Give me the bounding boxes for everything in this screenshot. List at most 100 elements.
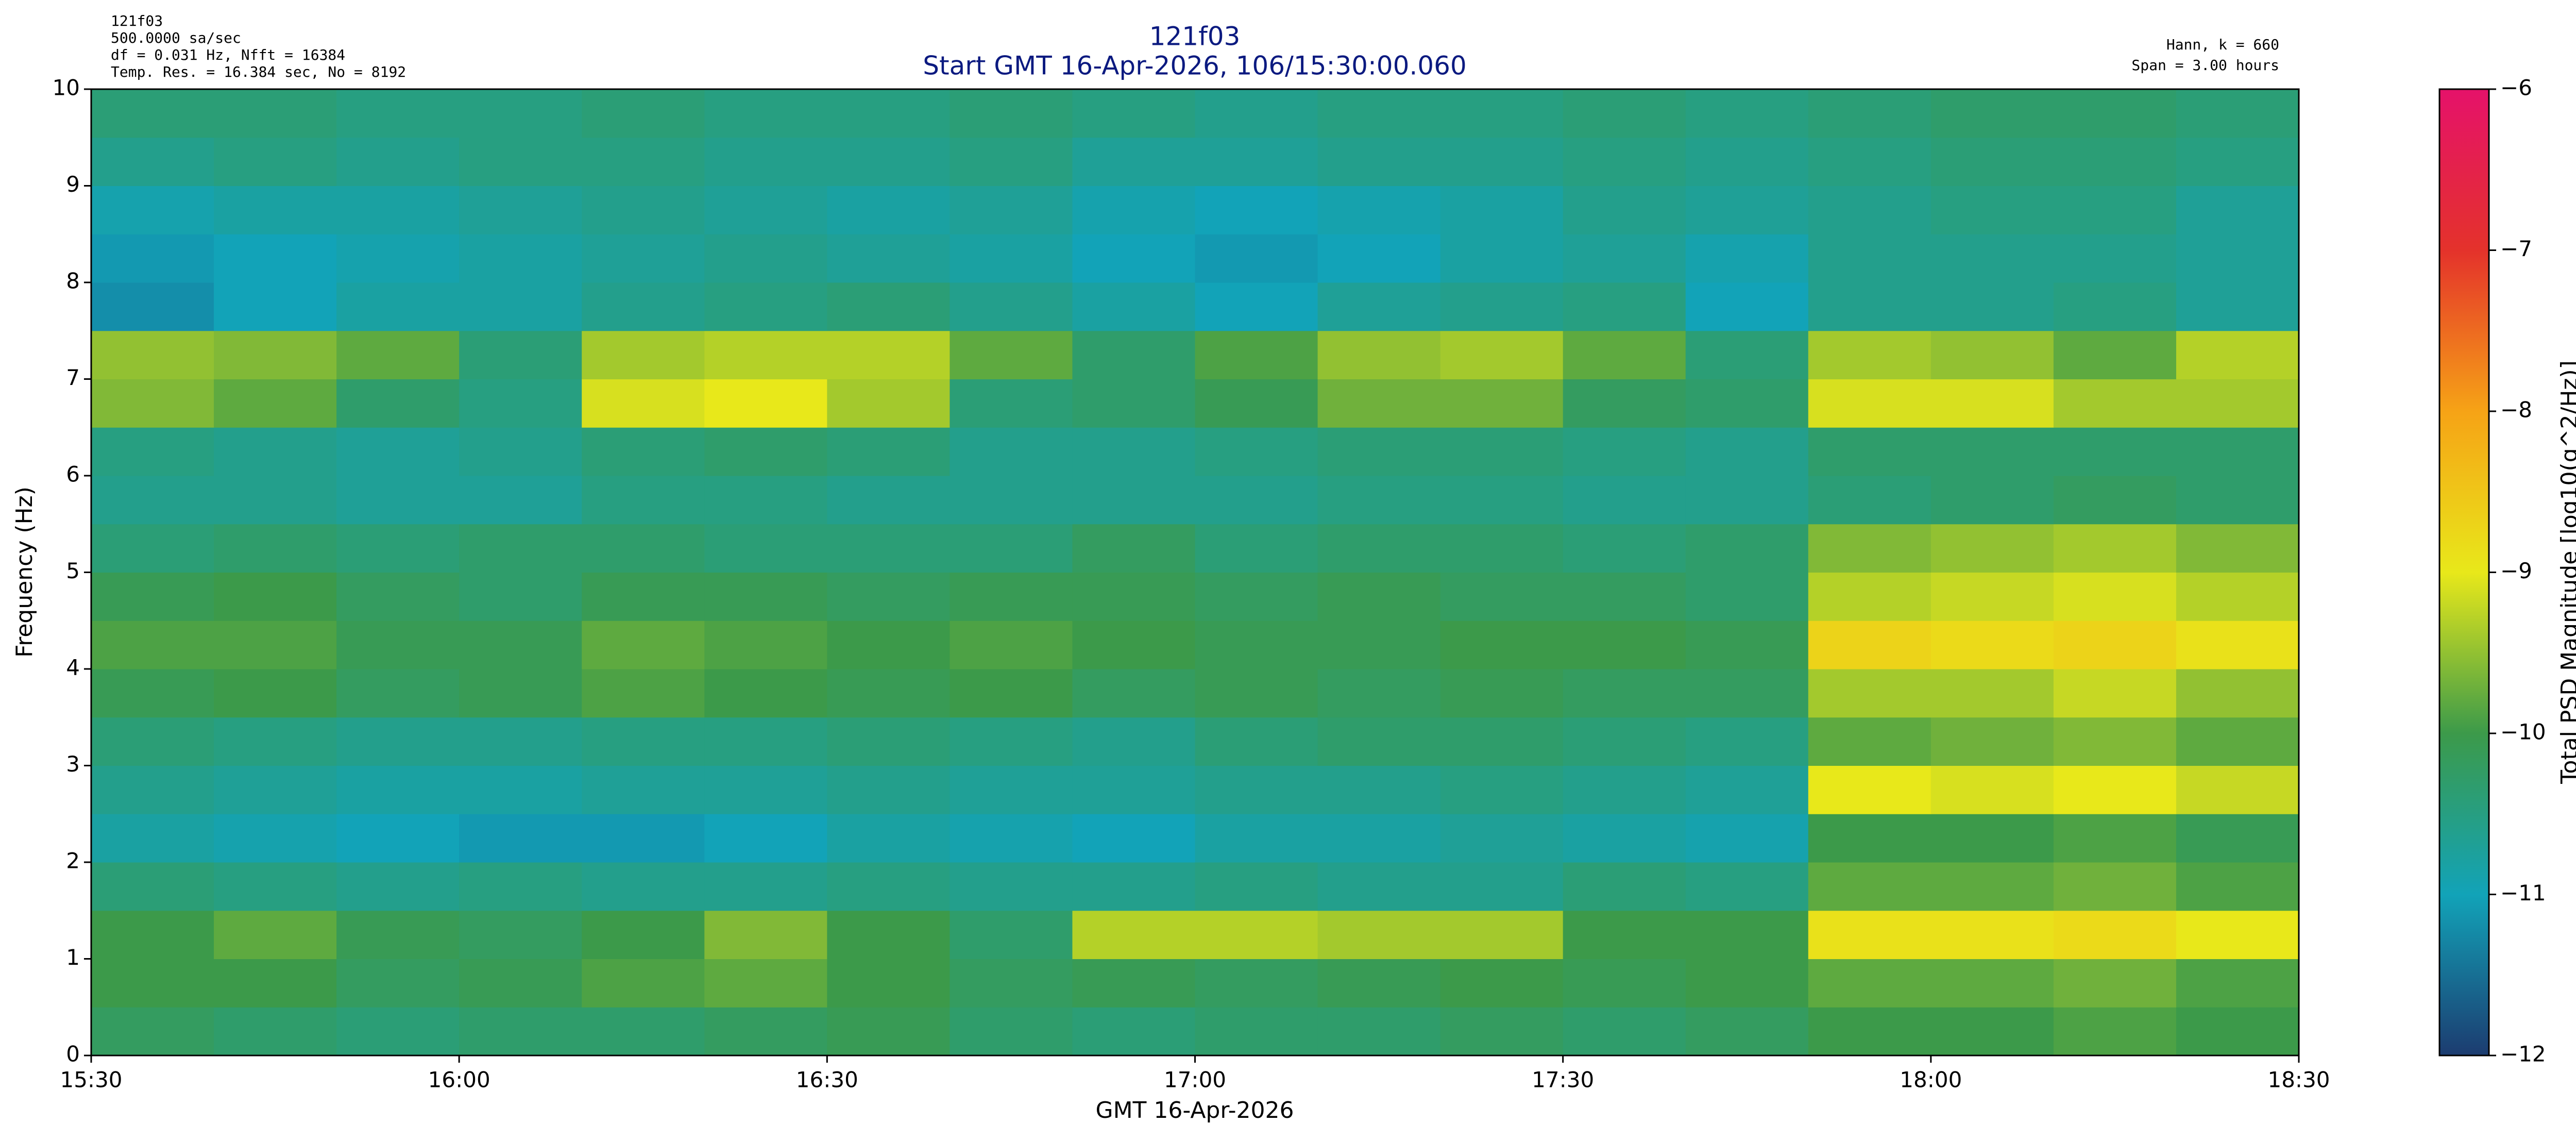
heatmap-cell	[2176, 765, 2299, 814]
heatmap-cell	[1563, 524, 1686, 573]
heatmap-cell	[336, 814, 460, 863]
heatmap-cell	[950, 137, 1073, 186]
colorbar-label: Total PSD Magnitude [log10(g^2/Hz)]	[2556, 360, 2576, 784]
heatmap-cell	[1930, 282, 2054, 331]
heatmap-cell	[827, 476, 950, 525]
heatmap-cell	[2053, 572, 2177, 621]
heatmap-cell	[1317, 234, 1441, 283]
heatmap-cell	[1930, 186, 2054, 234]
heatmap-cell	[1563, 669, 1686, 718]
heatmap-cell	[704, 234, 827, 283]
heatmap-cell	[2053, 669, 2177, 718]
heatmap-cell	[1072, 669, 1195, 718]
y-tick-label: 4	[66, 655, 80, 680]
heatmap-cell	[827, 427, 950, 476]
heatmap-cell	[1563, 427, 1686, 476]
heatmap-cell	[459, 379, 582, 428]
heatmap-cell	[2176, 89, 2299, 138]
heatmap-cell	[1440, 669, 1564, 718]
heatmap-cell	[1808, 1007, 1931, 1056]
heatmap-cell	[2053, 959, 2177, 1008]
heatmap-cell	[214, 959, 337, 1008]
y-tick-label: 1	[66, 945, 80, 970]
heatmap-cell	[1930, 427, 2054, 476]
heatmap-cell	[336, 524, 460, 573]
heatmap-cell	[1685, 330, 1809, 379]
heatmap-cell	[1195, 330, 1318, 379]
heatmap-cell	[91, 572, 214, 621]
heatmap-cell	[91, 330, 214, 379]
heatmap-cell	[214, 234, 337, 283]
y-tick-label: 8	[66, 269, 80, 294]
heatmap-cell	[1440, 524, 1564, 573]
heatmap-cell	[1440, 282, 1564, 331]
heatmap-cell	[1930, 1007, 2054, 1056]
heatmap-cell	[1563, 621, 1686, 669]
info-left: df = 0.031 Hz, Nfft = 16384	[111, 46, 345, 63]
heatmap-cell	[91, 910, 214, 959]
heatmap-cell	[1072, 765, 1195, 814]
heatmap-cell	[91, 137, 214, 186]
heatmap-cell	[1440, 910, 1564, 959]
heatmap-cell	[2176, 669, 2299, 718]
heatmap-cell	[704, 89, 827, 138]
heatmap-cell	[1808, 814, 1931, 863]
heatmap-cell	[582, 621, 705, 669]
y-tick-label: 6	[66, 462, 80, 487]
heatmap-cell	[827, 959, 950, 1008]
heatmap-cell	[2053, 621, 2177, 669]
heatmap-cell	[827, 814, 950, 863]
heatmap-cell	[2053, 137, 2177, 186]
heatmap-cell	[1685, 137, 1809, 186]
heatmap-cell	[1563, 765, 1686, 814]
heatmap-cell	[827, 572, 950, 621]
colorbar-tick-label: −12	[2500, 1042, 2546, 1067]
heatmap-cell	[704, 186, 827, 234]
heatmap-cell	[214, 186, 337, 234]
heatmap-cell	[336, 282, 460, 331]
heatmap-cell	[704, 717, 827, 766]
heatmap-cell	[336, 379, 460, 428]
heatmap-cell	[1440, 814, 1564, 863]
heatmap-cell	[91, 524, 214, 573]
heatmap-cell	[2176, 910, 2299, 959]
heatmap-cell	[2176, 186, 2299, 234]
heatmap-cell	[1685, 524, 1809, 573]
heatmap-cell	[1808, 524, 1931, 573]
heatmap-cell	[336, 330, 460, 379]
heatmap-cell	[2176, 330, 2299, 379]
heatmap-cell	[459, 89, 582, 138]
heatmap-cell	[1317, 669, 1441, 718]
heatmap-cell	[336, 621, 460, 669]
heatmap-cell	[1808, 330, 1931, 379]
heatmap-cell	[336, 89, 460, 138]
heatmap-cell	[91, 186, 214, 234]
heatmap-cell	[336, 137, 460, 186]
heatmap-cell	[1440, 476, 1564, 525]
y-tick-label: 3	[66, 751, 80, 777]
heatmap-cell	[1072, 89, 1195, 138]
heatmap-cell	[704, 282, 827, 331]
heatmap-cell	[1808, 234, 1931, 283]
heatmap-cell	[704, 524, 827, 573]
heatmap-cell	[1563, 89, 1686, 138]
heatmap-cell	[1317, 427, 1441, 476]
heatmap-cell	[704, 1007, 827, 1056]
heatmap-cell	[2053, 717, 2177, 766]
heatmap-cell	[91, 427, 214, 476]
heatmap-cell	[1195, 524, 1318, 573]
x-tick-label: 16:00	[428, 1067, 490, 1093]
heatmap-cell	[1930, 379, 2054, 428]
chart-subtitle: Start GMT 16-Apr-2026, 106/15:30:00.060	[923, 51, 1466, 81]
heatmap-cell	[1072, 621, 1195, 669]
heatmap-cell	[1072, 717, 1195, 766]
heatmap-cell	[459, 765, 582, 814]
heatmap-cell	[704, 330, 827, 379]
heatmap-cell	[214, 1007, 337, 1056]
heatmap-cell	[1563, 379, 1686, 428]
heatmap-cell	[950, 765, 1073, 814]
heatmap-cell	[827, 186, 950, 234]
heatmap-cell	[950, 186, 1073, 234]
heatmap-cell	[1195, 621, 1318, 669]
heatmap-cell	[704, 572, 827, 621]
